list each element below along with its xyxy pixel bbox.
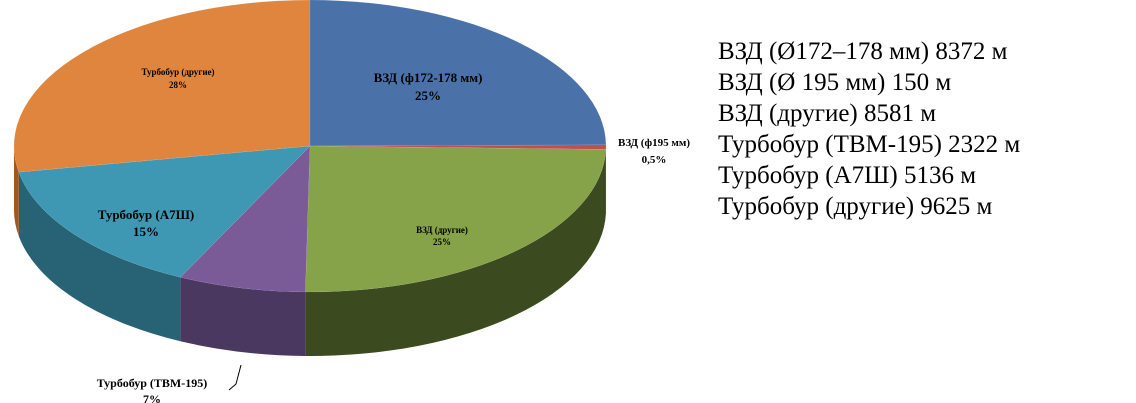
pie-slice-1: [309, 144, 607, 150]
pie-side-5: [14, 146, 19, 237]
pie-side-3: [180, 277, 306, 356]
slice-percent-vzd-172-178: 25%: [415, 88, 441, 103]
legend-line-vzd-195: ВЗД (Ø 195 мм) 150 м: [718, 69, 952, 96]
pie-slice-3: [179, 145, 311, 293]
pie-slice-2: [305, 145, 607, 293]
legend-line-turbobur-tvm195: Турбобур (ТВМ-195) 2322 м: [718, 131, 1021, 158]
pie-top-slices: [13, 0, 607, 293]
pie-side-4: [18, 172, 181, 342]
leader-line-tvm195: [228, 364, 242, 391]
slice-label-turbobur-other: Турбобур (другие): [141, 67, 214, 77]
legend-line-vzd-172-178: ВЗД (Ø172–178 мм) 8372 м: [718, 38, 1008, 65]
slice-label-turbobur-tvm195: Турбобур (ТВМ-195): [97, 376, 207, 390]
slice-label-turbobur-a7sh: Турбобур (А7Ш): [98, 207, 194, 222]
legend-text-list: ВЗД (Ø172–178 мм) 8372 м ВЗД (Ø 195 мм) …: [718, 36, 1128, 222]
pie-labels: ВЗД (ф172-178 мм) 25% ВЗД (ф195 мм) 0,5%…: [97, 67, 691, 403]
legend-line-vzd-other: ВЗД (другие) 8581 м: [718, 100, 937, 127]
pie-slice-5: [13, 0, 311, 173]
slice-percent-vzd-other: 25%: [433, 237, 451, 247]
pie-slice-4: [18, 145, 311, 278]
legend-line-turbobur-other: Турбобур (другие) 9625 м: [718, 193, 993, 220]
slice-percent-turbobur-tvm195: 7%: [143, 392, 161, 403]
slice-label-vzd-195: ВЗД (ф195 мм): [618, 137, 690, 149]
slice-percent-turbobur-other: 28%: [169, 80, 187, 90]
legend-line-turbobur-a7sh: Турбобур (А7Ш) 5136 м: [718, 162, 977, 189]
pie-side-2: [305, 149, 606, 357]
slice-label-vzd-172-178: ВЗД (ф172-178 мм): [374, 70, 483, 85]
slice-label-vzd-other: ВЗД (другие): [416, 225, 468, 235]
slice-percent-vzd-195: 0,5%: [642, 154, 667, 166]
slice-percent-turbobur-a7sh: 15%: [133, 224, 159, 239]
pie-side-walls: [14, 146, 606, 357]
pie-slice-0: [309, 0, 607, 147]
